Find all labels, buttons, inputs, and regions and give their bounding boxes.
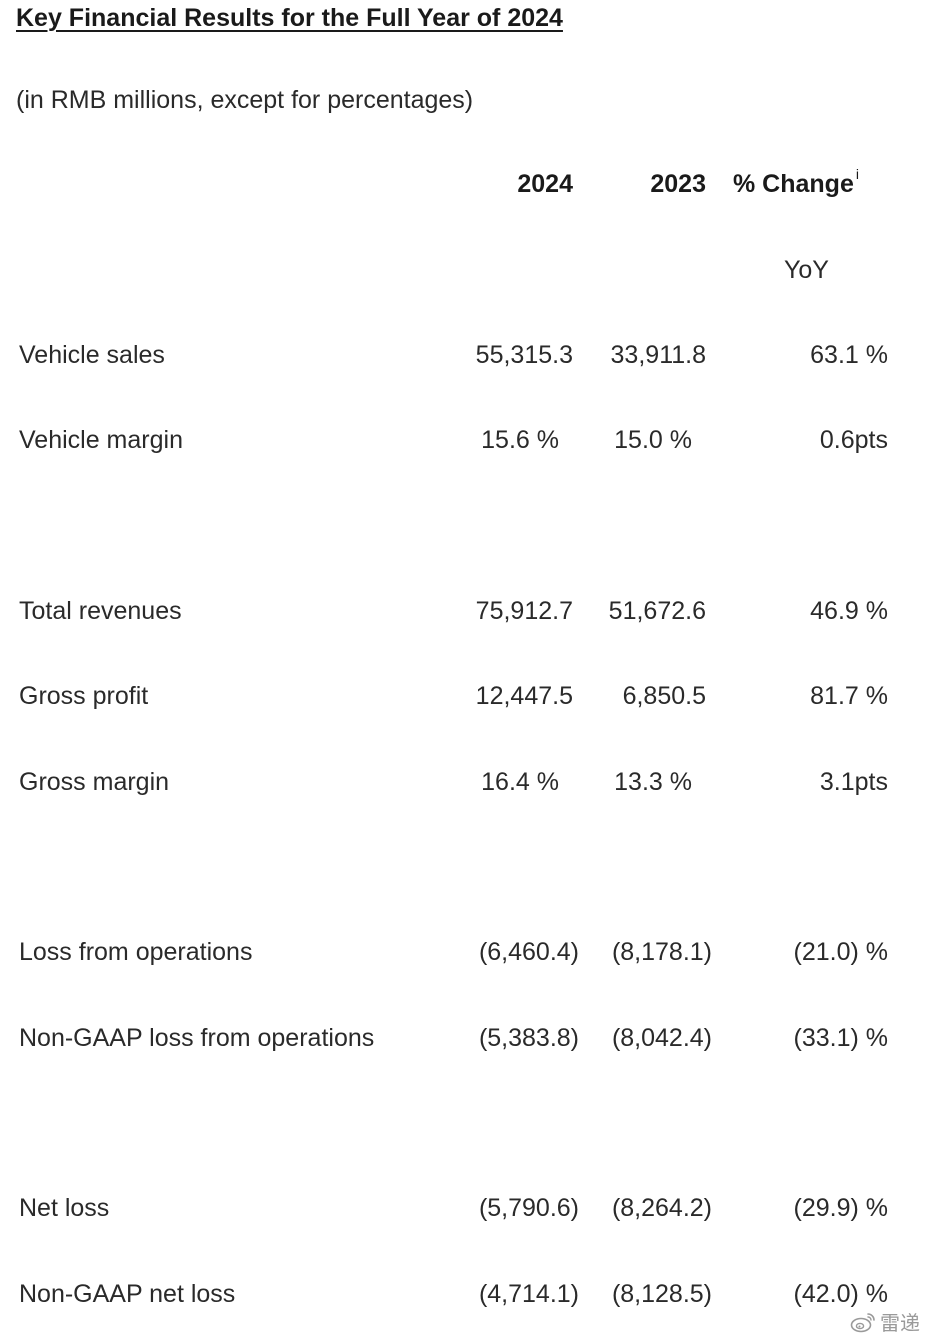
value-2024: 16.4 % bbox=[481, 768, 559, 796]
value-2023: 51,672.6 bbox=[608, 597, 706, 625]
watermark: 雷递 bbox=[850, 1307, 920, 1336]
value-change: (33.1) % bbox=[793, 1024, 888, 1052]
table-row: Non-GAAP loss from operations (5,383.8) … bbox=[0, 1024, 928, 1058]
column-header-change-label: % Change bbox=[733, 170, 854, 198]
column-header-2024: 2024 bbox=[517, 170, 573, 198]
value-change: 81.7 % bbox=[810, 682, 888, 710]
value-change: (42.0) % bbox=[793, 1280, 888, 1308]
value-2024: 15.6 % bbox=[481, 426, 559, 454]
value-2023: 15.0 % bbox=[614, 426, 692, 454]
value-2023: (8,178.1) bbox=[611, 938, 712, 966]
value-2024: (5,383.8) bbox=[478, 1024, 579, 1052]
row-label: Loss from operations bbox=[19, 938, 253, 966]
row-label: Non-GAAP loss from operations bbox=[19, 1024, 375, 1052]
table-row: Total revenues 75,912.7 51,672.6 46.9 % bbox=[0, 597, 928, 631]
column-subheader-yoy: YoY bbox=[784, 256, 829, 284]
weibo-icon bbox=[850, 1311, 876, 1333]
value-2023: 33,911.8 bbox=[610, 341, 706, 369]
value-2023: (8,128.5) bbox=[611, 1280, 712, 1308]
row-label: Gross profit bbox=[19, 682, 149, 710]
row-label: Net loss bbox=[19, 1194, 110, 1222]
value-change: 63.1 % bbox=[810, 341, 888, 369]
row-label: Non-GAAP net loss bbox=[19, 1280, 236, 1308]
table-row: Vehicle sales 55,315.3 33,911.8 63.1 % bbox=[0, 341, 928, 375]
value-change: 0.6pts bbox=[819, 426, 888, 454]
table-row: Vehicle margin 15.6 % 15.0 % 0.6pts bbox=[0, 426, 928, 460]
value-change: 3.1pts bbox=[819, 768, 888, 796]
table-row: Gross profit 12,447.5 6,850.5 81.7 % bbox=[0, 682, 928, 716]
page-title: Key Financial Results for the Full Year … bbox=[16, 4, 563, 32]
value-2024: (4,714.1) bbox=[478, 1280, 579, 1308]
table-row: Net loss (5,790.6) (8,264.2) (29.9) % bbox=[0, 1194, 928, 1228]
value-change: (29.9) % bbox=[793, 1194, 888, 1222]
column-header-change: % Change i bbox=[733, 166, 859, 199]
value-2024: 12,447.5 bbox=[475, 682, 573, 710]
column-header-2023: 2023 bbox=[650, 170, 706, 198]
table-row: Gross margin 16.4 % 13.3 % 3.1pts bbox=[0, 768, 928, 802]
value-2023: (8,042.4) bbox=[611, 1024, 712, 1052]
value-2024: 55,315.3 bbox=[475, 341, 573, 369]
row-label: Vehicle sales bbox=[19, 341, 165, 369]
value-2023: 6,850.5 bbox=[622, 682, 706, 710]
value-2024: (5,790.6) bbox=[478, 1194, 579, 1222]
value-change: (21.0) % bbox=[793, 938, 888, 966]
value-2024: (6,460.4) bbox=[478, 938, 579, 966]
row-label: Total revenues bbox=[19, 597, 182, 625]
value-2024: 75,912.7 bbox=[475, 597, 573, 625]
table-row: Non-GAAP net loss (4,714.1) (8,128.5) (4… bbox=[0, 1280, 928, 1314]
footnote-marker[interactable]: i bbox=[855, 166, 859, 182]
units-note: (in RMB millions, except for percentages… bbox=[16, 86, 474, 114]
value-2023: (8,264.2) bbox=[611, 1194, 712, 1222]
value-change: 46.9 % bbox=[810, 597, 888, 625]
row-label: Vehicle margin bbox=[19, 426, 183, 454]
watermark-text: 雷递 bbox=[880, 1311, 920, 1335]
table-row: Loss from operations (6,460.4) (8,178.1)… bbox=[0, 938, 928, 972]
row-label: Gross margin bbox=[19, 768, 170, 796]
value-2023: 13.3 % bbox=[614, 768, 692, 796]
